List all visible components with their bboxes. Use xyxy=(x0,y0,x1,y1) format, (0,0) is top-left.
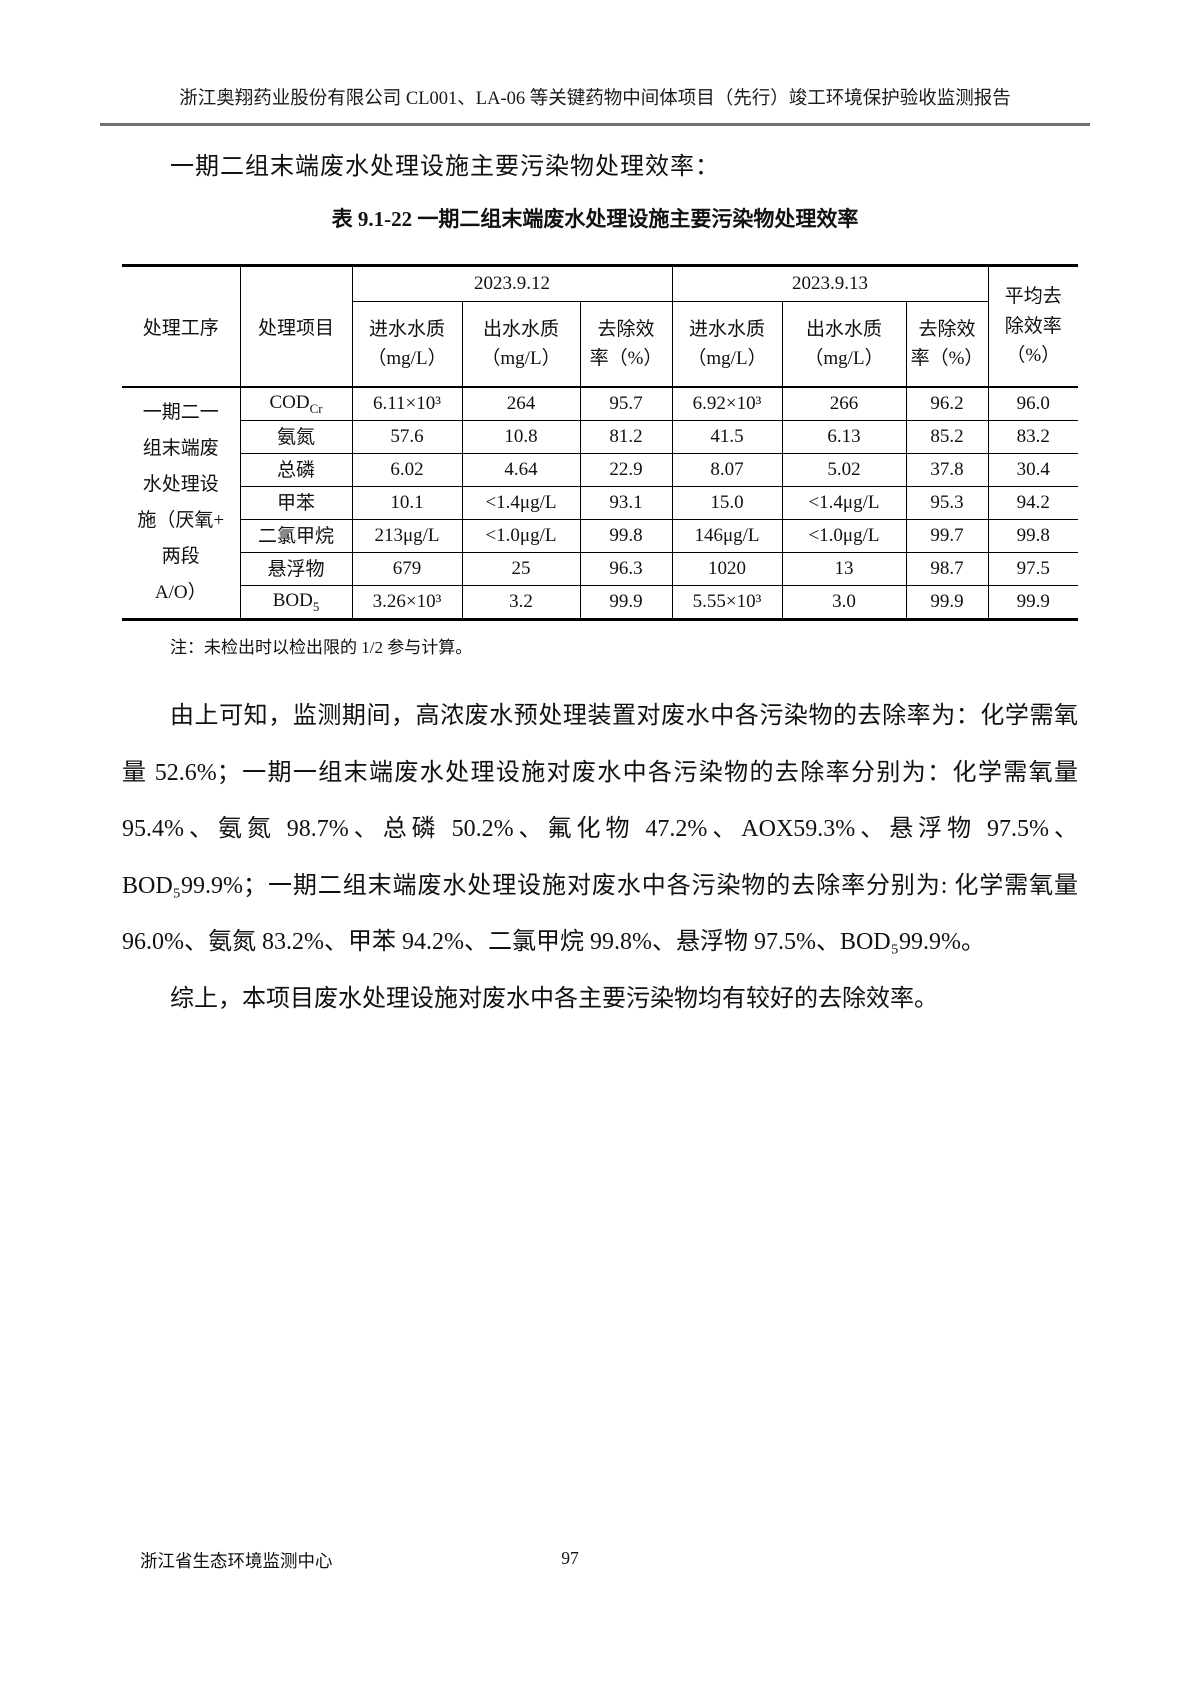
table-cell: 22.9 xyxy=(579,453,673,487)
table-cell: 95.3 xyxy=(905,486,989,520)
col-header-efficiency-1: 去除效 率（%） xyxy=(579,301,673,388)
col-header-date-1: 2023.9.12 xyxy=(351,265,673,302)
col-header-process: 处理工序 xyxy=(121,265,241,388)
process-name-cell: 一期二一 组末端废 水处理设 施（厌氧+ 两段 A/O） xyxy=(121,386,241,620)
item-text: 二氯甲烷 xyxy=(257,526,334,548)
table-cell: 5.02 xyxy=(781,453,907,487)
col-header-item: 处理项目 xyxy=(239,265,353,388)
table-cell: <1.0μg/L xyxy=(781,519,907,553)
table-cell: 10.1 xyxy=(351,486,463,520)
table-cell: 37.8 xyxy=(905,453,989,487)
col-header-efficiency-2: 去除效 率（%） xyxy=(905,301,989,388)
item-text: 悬浮物 xyxy=(267,559,325,581)
table-cell: 96.2 xyxy=(905,386,989,421)
paragraph-conclusion: 综上，本项目废水处理设施对废水中各主要污染物均有较好的去除效率。 xyxy=(170,985,938,1012)
table-cell: 1020 xyxy=(671,552,783,586)
table-cell: 6.92×10³ xyxy=(671,386,783,421)
table-row: 二氯甲烷 213μg/L <1.0μg/L 99.8 146μg/L <1.0μ… xyxy=(122,519,1079,553)
table-row: BOD5 3.26×10³ 3.2 99.9 5.55×10³ 3.0 99.9… xyxy=(122,585,1079,620)
table-row: 氨氮 57.6 10.8 81.2 41.5 6.13 85.2 83.2 xyxy=(122,420,1079,454)
row-item-label: 悬浮物 xyxy=(239,552,353,586)
table-row: 一期二一 组末端废 水处理设 施（厌氧+ 两段 A/O） CODCr 6.11×… xyxy=(121,386,1079,620)
item-subscript: 5 xyxy=(312,598,320,614)
table-cell: 8.07 xyxy=(671,453,783,487)
table-caption: 表 9.1-22 一期二组末端废水处理设施主要污染物处理效率 xyxy=(331,207,859,231)
table-cell: 679 xyxy=(351,552,463,586)
col-header-date-2: 2023.9.13 xyxy=(671,265,989,302)
table-cell: 30.4 xyxy=(987,453,1079,487)
table-cell: 10.8 xyxy=(461,420,581,454)
table-cell: 6.11×10³ xyxy=(351,386,463,421)
item-text: BOD xyxy=(272,589,313,611)
table-cell: 99.8 xyxy=(987,519,1079,553)
table-cell: 13 xyxy=(781,552,907,586)
item-text: 总磷 xyxy=(276,460,315,482)
item-text: 甲苯 xyxy=(276,493,315,515)
pollutant-removal-table: 处理工序 处理项目 2023.9.12 2023.9.13 平均去 除效率 （%… xyxy=(121,264,1079,621)
row-item-label: 二氯甲烷 xyxy=(239,519,353,553)
table-container: 处理工序 处理项目 2023.9.12 2023.9.13 平均去 除效率 （%… xyxy=(121,264,1079,621)
page-header: 浙江奥翔药业股份有限公司 CL001、LA-06 等关键药物中间体项目（先行）竣… xyxy=(100,84,1090,126)
table-footnote: 注：未检出时以检出限的 1/2 参与计算。 xyxy=(170,638,473,657)
table-cell: 3.0 xyxy=(781,585,907,620)
table-cell: 99.8 xyxy=(579,519,673,553)
table-cell: 3.26×10³ xyxy=(351,585,463,620)
table-cell: 99.9 xyxy=(987,585,1079,620)
table-cell: 146μg/L xyxy=(671,519,783,553)
intro-paragraph: 一期二组末端废水处理设施主要污染物处理效率： xyxy=(170,154,720,180)
paragraph-summary-rates: 由上可知，监测期间，高浓废水预处理装置对废水中各污染物的去除率为：化学需氧量 5… xyxy=(122,703,1078,955)
item-text: 氨氮 xyxy=(276,427,315,449)
footer-organization: 浙江省生态环境监测中心 xyxy=(140,1551,333,1571)
table-cell: 94.2 xyxy=(987,486,1079,520)
table-cell: 99.9 xyxy=(579,585,673,620)
page-number: 97 xyxy=(561,1548,579,1568)
row-item-label: BOD5 xyxy=(239,585,353,620)
table-row: 悬浮物 679 25 96.3 1020 13 98.7 97.5 xyxy=(122,552,1079,586)
col-header-average: 平均去 除效率 （%） xyxy=(987,265,1079,388)
table-cell: 41.5 xyxy=(671,420,783,454)
row-item-label: 总磷 xyxy=(239,453,353,487)
table-cell: 96.0 xyxy=(987,386,1079,421)
col-header-outflow-1: 出水水质 （mg/L） xyxy=(461,301,581,388)
table-cell: <1.4μg/L xyxy=(461,486,581,520)
col-header-inflow-1: 进水水质 （mg/L） xyxy=(351,301,463,388)
body-text: 由上可知，监测期间，高浓废水预处理装置对废水中各污染物的去除率为：化学需氧量 5… xyxy=(122,688,1078,1027)
table-row: 总磷 6.02 4.64 22.9 8.07 5.02 37.8 30.4 xyxy=(122,453,1079,487)
table-cell: 4.64 xyxy=(461,453,581,487)
row-item-label: CODCr xyxy=(239,386,353,421)
table-cell: <1.4μg/L xyxy=(781,486,907,520)
row-item-label: 甲苯 xyxy=(239,486,353,520)
table-cell: 81.2 xyxy=(579,420,673,454)
table-cell: 6.13 xyxy=(781,420,907,454)
item-text: COD xyxy=(269,391,310,413)
table-header-row-sub: 进水水质 （mg/L） 出水水质 （mg/L） 去除效 率（%） 进水水质 （m… xyxy=(122,301,1078,388)
table-cell: 266 xyxy=(781,386,907,421)
table-cell: 264 xyxy=(461,386,581,421)
table-cell: 15.0 xyxy=(671,486,783,520)
table-cell: 213μg/L xyxy=(351,519,463,553)
col-header-inflow-2: 进水水质 （mg/L） xyxy=(671,301,783,388)
table-cell: 85.2 xyxy=(905,420,989,454)
table-cell: 25 xyxy=(461,552,581,586)
table-header-row-dates: 处理工序 处理项目 2023.9.12 2023.9.13 平均去 除效率 （%… xyxy=(121,265,1079,388)
table-cell: 93.1 xyxy=(579,486,673,520)
table-cell: 5.55×10³ xyxy=(671,585,783,620)
table-cell: 95.7 xyxy=(579,386,673,421)
table-cell: 96.3 xyxy=(579,552,673,586)
item-subscript: Cr xyxy=(309,400,323,416)
table-cell: 97.5 xyxy=(987,552,1079,586)
table-cell: 57.6 xyxy=(351,420,463,454)
table-cell: <1.0μg/L xyxy=(461,519,581,553)
table-row: 甲苯 10.1 <1.4μg/L 93.1 15.0 <1.4μg/L 95.3… xyxy=(122,486,1079,520)
table-cell: 83.2 xyxy=(987,420,1079,454)
table-cell: 99.9 xyxy=(905,585,989,620)
table-cell: 98.7 xyxy=(905,552,989,586)
table-cell: 99.7 xyxy=(905,519,989,553)
col-header-outflow-2: 出水水质 （mg/L） xyxy=(781,301,907,388)
table-cell: 3.2 xyxy=(461,585,581,620)
table-cell: 6.02 xyxy=(351,453,463,487)
row-item-label: 氨氮 xyxy=(239,420,353,454)
